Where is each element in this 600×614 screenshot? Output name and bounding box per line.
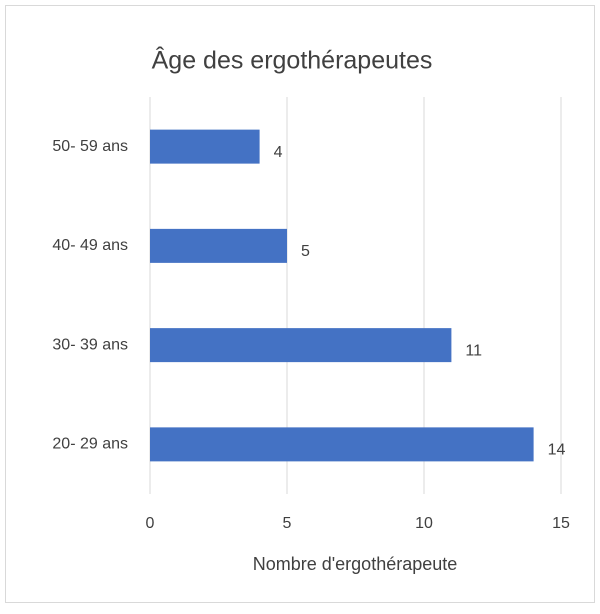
y-tick-label: 40- 49 ans	[52, 237, 128, 254]
x-tick-label: 5	[283, 515, 292, 532]
chart-title: Âge des ergothérapeutes	[152, 46, 433, 75]
bar	[150, 228, 287, 263]
bar	[150, 328, 452, 363]
y-tick-label: 20- 29 ans	[52, 436, 128, 453]
x-tick-label: 10	[415, 515, 433, 532]
x-tick-label: 0	[146, 515, 155, 532]
y-tick-label: 50- 59 ans	[52, 138, 128, 155]
bar	[150, 427, 534, 462]
data-label: 14	[548, 442, 566, 459]
data-label: 5	[301, 243, 310, 260]
data-label: 4	[274, 144, 283, 161]
x-axis-title: Nombre d'ergothérapeute	[253, 554, 458, 574]
chart-border	[5, 5, 595, 603]
bar	[150, 129, 260, 164]
y-tick-label: 30- 39 ans	[52, 336, 128, 353]
data-label: 11	[465, 342, 482, 359]
x-tick-label: 15	[552, 515, 570, 532]
